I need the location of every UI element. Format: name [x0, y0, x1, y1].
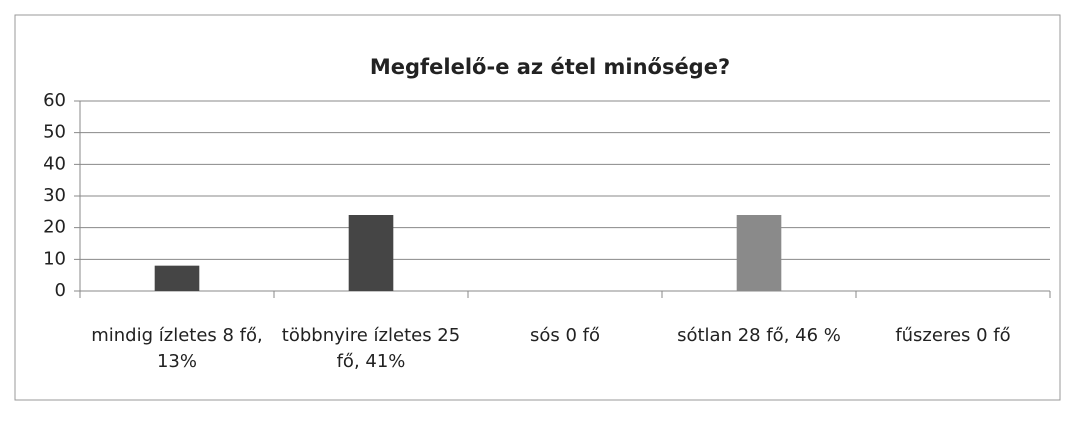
y-tick-label: 0 — [55, 280, 66, 301]
y-tick-label: 20 — [43, 217, 66, 238]
y-tick-label: 60 — [43, 90, 66, 111]
bar — [736, 215, 782, 291]
x-tick-label: fűszeres 0 fő — [895, 325, 1011, 346]
x-tick-label: mindig ízletes 8 fő, 13% — [91, 325, 263, 372]
bar — [154, 265, 200, 291]
x-tick-label: sós 0 fő — [529, 325, 600, 346]
x-tick-label: többnyire ízletes 25 fő, 41% — [281, 325, 461, 372]
y-tick-label: 30 — [43, 185, 66, 206]
y-tick-label: 50 — [43, 122, 66, 143]
y-tick-label: 40 — [43, 153, 66, 174]
chart-title: Megfelelő-e az étel minősége? — [370, 55, 730, 79]
x-tick-label: sótlan 28 fő, 46 % — [677, 325, 841, 346]
chart-border — [14, 14, 1061, 401]
bar — [348, 215, 394, 291]
y-tick-label: 10 — [43, 248, 66, 269]
